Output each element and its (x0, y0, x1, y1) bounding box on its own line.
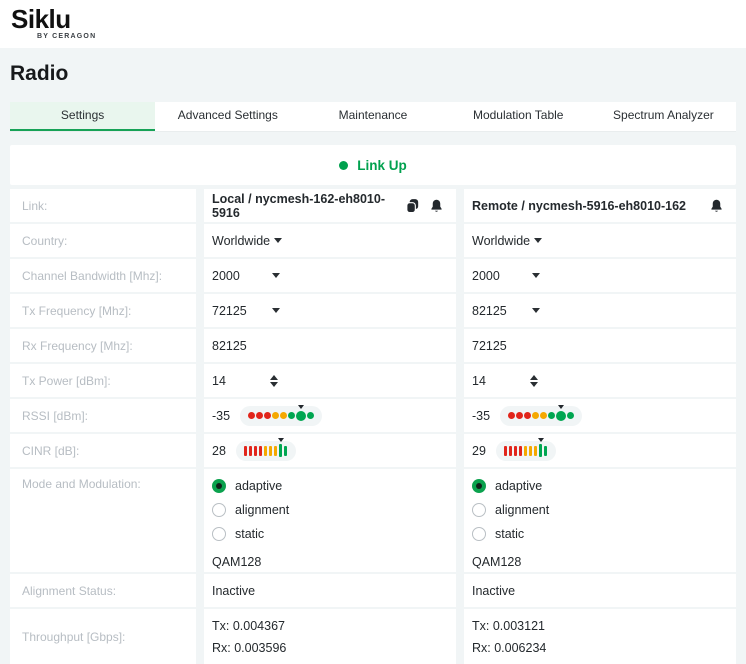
stepper-up-down-icon[interactable] (270, 374, 278, 387)
chevron-down-icon[interactable] (274, 238, 283, 243)
link-status-card: Link Up (10, 145, 736, 185)
radio-unselected-icon[interactable] (472, 503, 486, 517)
radio-static[interactable]: static (212, 527, 289, 541)
link-up-dot (339, 160, 349, 170)
cinr-signal-meter (235, 440, 296, 461)
radio-selected-icon[interactable] (472, 479, 486, 493)
row-label-rssi: RSSI [dBm]: (10, 399, 196, 432)
row-label-rx-frequency: Rx Frequency [Mhz]: (10, 329, 196, 362)
radio-alignment[interactable]: alignment (472, 503, 549, 517)
radio-settings-table: Link: Local / nycmesh-162-eh8010-5916 Re (10, 189, 736, 664)
tab-bar: Settings Advanced Settings Maintenance M… (10, 102, 736, 132)
throughput-remote-tx: Tx: 0.003121 (472, 618, 545, 633)
throughput-local-rx: Rx: 0.003596 (212, 640, 287, 655)
cinr-remote-cell: 29 (464, 434, 736, 467)
rssi-signal-meter (240, 405, 323, 426)
row-label-cinr: CINR [dB]: (10, 434, 196, 467)
table-row-rx-frequency: Rx Frequency [Mhz]: 82125 72125 (10, 329, 736, 362)
country-select-local[interactable]: Worldwide (204, 224, 456, 257)
channel-bandwidth-select-local[interactable]: 2000 (204, 259, 456, 292)
bell-icon[interactable] (429, 198, 444, 214)
link-remote-cell: Remote / nycmesh-5916-eh8010-162 (464, 189, 736, 222)
local-link-name: Local / nycmesh-162-eh8010-5916 (212, 191, 385, 220)
table-row-tx-power: Tx Power [dBm]: 14 14 (10, 364, 736, 397)
mode-local-cell: adaptive alignment static QAM128 (204, 469, 456, 572)
rssi-local-cell: -35 (204, 399, 456, 432)
rssi-remote-cell: -35 (464, 399, 736, 432)
row-label-link: Link: (10, 189, 196, 222)
copy-icon[interactable] (404, 197, 421, 214)
table-row-link: Link: Local / nycmesh-162-eh8010-5916 Re (10, 189, 736, 222)
table-row-rssi: RSSI [dBm]: -35 -35 (10, 399, 736, 432)
rx-frequency-value-remote: 72125 (464, 329, 736, 362)
tx-frequency-select-remote[interactable]: 82125 (464, 294, 736, 327)
stepper-up-down-icon[interactable] (530, 374, 538, 387)
table-row-channel-bandwidth: Channel Bandwidth [Mhz]: 2000 2000 (10, 259, 736, 292)
siklu-logo-text: Siklu (11, 4, 71, 34)
siklu-logo: Siklu BY CERAGON (11, 6, 746, 40)
chevron-down-icon[interactable] (534, 238, 543, 243)
table-row-country: Country: Worldwide Worldwide (10, 224, 736, 257)
radio-alignment[interactable]: alignment (212, 503, 289, 517)
row-label-mode-modulation: Mode and Modulation: (10, 469, 196, 572)
siklu-logo-byline: BY CERAGON (37, 33, 97, 40)
row-label-country: Country: (10, 224, 196, 257)
radio-adaptive[interactable]: adaptive (472, 479, 549, 493)
tab-settings[interactable]: Settings (10, 102, 156, 131)
table-row-throughput: Throughput [Gbps]: Tx: 0.004367 Rx: 0.00… (10, 609, 736, 664)
alignment-status-local: Inactive (204, 574, 456, 607)
chevron-down-icon[interactable] (272, 273, 280, 278)
tx-power-stepper-local[interactable]: 14 (204, 364, 456, 397)
radio-unselected-icon[interactable] (212, 503, 226, 517)
table-row-mode-modulation: Mode and Modulation: adaptive alignment … (10, 469, 736, 572)
throughput-remote-rx: Rx: 0.006234 (472, 640, 547, 655)
row-label-alignment-status: Alignment Status: (10, 574, 196, 607)
tx-power-stepper-remote[interactable]: 14 (464, 364, 736, 397)
link-local-cell: Local / nycmesh-162-eh8010-5916 (204, 189, 456, 222)
radio-static[interactable]: static (472, 527, 549, 541)
tab-modulation-table[interactable]: Modulation Table (472, 108, 564, 122)
cinr-local-cell: 28 (204, 434, 456, 467)
throughput-local-tx: Tx: 0.004367 (212, 618, 285, 633)
link-status-text: Link Up (357, 157, 407, 173)
rx-frequency-value-local: 82125 (204, 329, 456, 362)
alignment-status-remote: Inactive (464, 574, 736, 607)
radio-adaptive[interactable]: adaptive (212, 479, 289, 493)
chevron-down-icon[interactable] (532, 273, 540, 278)
cinr-remote-value: 29 (472, 443, 486, 458)
radio-unselected-icon[interactable] (212, 527, 226, 541)
row-label-tx-frequency: Tx Frequency [Mhz]: (10, 294, 196, 327)
throughput-remote-cell: Tx: 0.003121 Rx: 0.006234 (464, 609, 736, 664)
tab-spectrum-analyzer[interactable]: Spectrum Analyzer (613, 108, 714, 122)
country-select-remote[interactable]: Worldwide (464, 224, 736, 257)
modulation-value-remote: QAM128 (472, 555, 522, 569)
tab-advanced-settings[interactable]: Advanced Settings (177, 108, 278, 122)
bell-icon[interactable] (709, 198, 724, 214)
row-label-throughput: Throughput [Gbps]: (10, 609, 196, 664)
rssi-signal-meter (500, 405, 583, 426)
cinr-local-value: 28 (212, 443, 226, 458)
table-row-alignment-status: Alignment Status: Inactive Inactive (10, 574, 736, 607)
table-row-tx-frequency: Tx Frequency [Mhz]: 72125 82125 (10, 294, 736, 327)
throughput-local-cell: Tx: 0.004367 Rx: 0.003596 (204, 609, 456, 664)
main-content: Radio Settings Advanced Settings Mainten… (0, 48, 746, 664)
radio-selected-icon[interactable] (212, 479, 226, 493)
radio-unselected-icon[interactable] (472, 527, 486, 541)
tab-maintenance[interactable]: Maintenance (338, 108, 408, 122)
rssi-local-value: -35 (212, 408, 231, 423)
mode-remote-cell: adaptive alignment static QAM128 (464, 469, 736, 572)
row-label-tx-power: Tx Power [dBm]: (10, 364, 196, 397)
chevron-down-icon[interactable] (532, 308, 540, 313)
remote-link-name: Remote / nycmesh-5916-eh8010-162 (472, 198, 687, 213)
page-title: Radio (10, 62, 69, 85)
channel-bandwidth-select-remote[interactable]: 2000 (464, 259, 736, 292)
table-row-cinr: CINR [dB]: 28 29 (10, 434, 736, 467)
modulation-value-local: QAM128 (212, 555, 262, 569)
row-label-channel-bandwidth: Channel Bandwidth [Mhz]: (10, 259, 196, 292)
chevron-down-icon[interactable] (272, 308, 280, 313)
rssi-remote-value: -35 (472, 408, 491, 423)
cinr-signal-meter (495, 440, 556, 461)
tx-frequency-select-local[interactable]: 72125 (204, 294, 456, 327)
brand-header: Siklu BY CERAGON (0, 0, 746, 48)
